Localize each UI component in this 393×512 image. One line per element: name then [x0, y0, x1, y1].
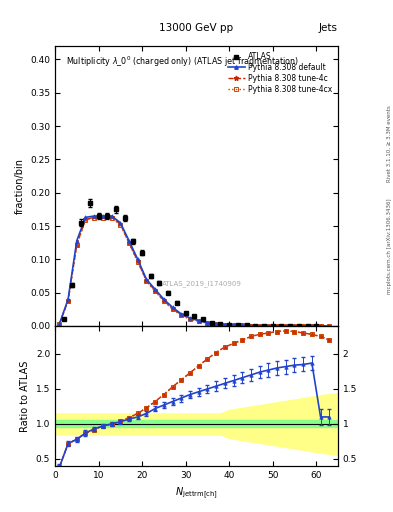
Y-axis label: Ratio to ATLAS: Ratio to ATLAS [20, 360, 30, 432]
Text: ATLAS_2019_I1740909: ATLAS_2019_I1740909 [162, 281, 242, 287]
Y-axis label: fraction/bin: fraction/bin [15, 158, 24, 214]
Text: mcplots.cern.ch [arXiv:1306.3436]: mcplots.cern.ch [arXiv:1306.3436] [387, 198, 392, 293]
Text: 13000 GeV pp: 13000 GeV pp [160, 23, 233, 33]
X-axis label: $N_{\mathrm{jettrm[ch]}}$: $N_{\mathrm{jettrm[ch]}}$ [175, 485, 218, 501]
Text: Multiplicity $\lambda\_0^0$ (charged only) (ATLAS jet fragmentation): Multiplicity $\lambda\_0^0$ (charged onl… [66, 54, 299, 69]
Text: Rivet 3.1.10, ≥ 3.3M events: Rivet 3.1.10, ≥ 3.3M events [387, 105, 392, 182]
Legend: ATLAS, Pythia 8.308 default, Pythia 8.308 tune-4c, Pythia 8.308 tune-4cx: ATLAS, Pythia 8.308 default, Pythia 8.30… [226, 50, 334, 96]
Text: Jets: Jets [319, 23, 338, 33]
